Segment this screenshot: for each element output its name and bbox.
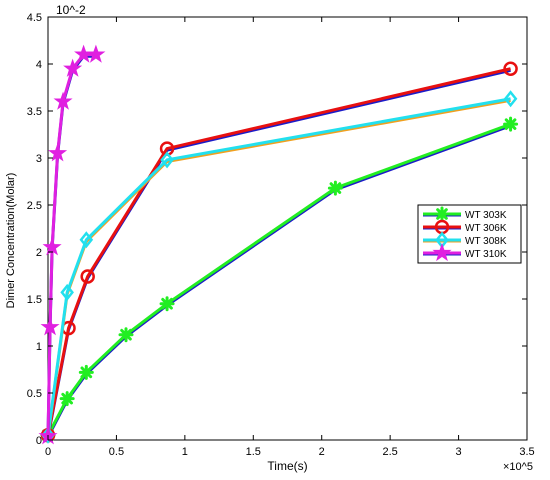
- data-point: [53, 91, 73, 110]
- legend-label: WT 306K: [465, 223, 507, 234]
- x-tick-label: 3: [456, 446, 462, 458]
- y-tick-label: 1.5: [27, 294, 42, 306]
- x-axis-label: Time(s): [267, 459, 307, 473]
- data-point: [59, 391, 75, 407]
- x-tick-label: 2.5: [382, 446, 397, 458]
- legend-label: WT 310K: [465, 249, 507, 260]
- x-tick-label: 3.5: [519, 446, 534, 458]
- data-point: [63, 58, 83, 77]
- data-point: [60, 283, 74, 301]
- data-point: [42, 237, 62, 256]
- series-layer: [38, 44, 519, 445]
- data-point: [503, 90, 518, 108]
- series-line: [46, 97, 511, 436]
- y-axis-label: Dimer Concentration(Molar): [5, 173, 17, 309]
- legend: WT 303K WT 306K WT 308K WT 310K: [417, 204, 522, 264]
- legend-marker: [432, 242, 452, 262]
- y-tick-label: 4: [36, 59, 42, 71]
- legend-entry: WT 310K: [423, 242, 507, 262]
- y-tick-label: 3.5: [27, 106, 42, 118]
- legend-label: WT 308K: [465, 236, 507, 247]
- x-tick-label: 1.5: [246, 446, 261, 458]
- x-tick-label: 2: [319, 446, 325, 458]
- y-axis-exponent: 10^-2: [56, 3, 86, 17]
- data-point: [86, 44, 106, 63]
- y-tick-label: 2.5: [27, 200, 42, 212]
- data-point: [503, 116, 519, 132]
- data-point: [160, 151, 174, 169]
- data-point: [327, 180, 343, 196]
- data-point: [118, 327, 134, 343]
- y-tick-label: 3: [36, 153, 42, 165]
- data-point: [159, 296, 175, 312]
- data-point: [78, 364, 94, 380]
- data-point: [80, 269, 95, 284]
- legend-marker: [434, 206, 450, 222]
- legend-entry: WT 306K: [423, 219, 507, 235]
- y-tick-label: 1: [36, 341, 42, 353]
- legend-entry: WT 303K: [423, 206, 507, 222]
- ticks-layer: 0 0.5 1 1.5 2 2.5 3 3.5 0 0.5 1 1.5 2 2.5 3 3.5 4 4.5: [27, 12, 535, 458]
- series-wt-308k: [41, 90, 518, 444]
- series-wt-310k: [38, 44, 106, 445]
- data-point: [40, 317, 60, 336]
- legend-label: WT 303K: [465, 210, 507, 221]
- series-line: [46, 67, 511, 436]
- x-axis-exponent: ×10^5: [503, 461, 533, 473]
- y-tick-label: 0.5: [27, 388, 42, 400]
- legend-entries: WT 303K WT 306K WT 308K WT 310K: [423, 206, 507, 262]
- x-tick-label: 0.5: [109, 446, 124, 458]
- y-tick-label: 0: [36, 435, 42, 447]
- data-point: [79, 231, 94, 249]
- data-point: [503, 61, 518, 76]
- y-tick-label: 2: [36, 247, 42, 259]
- data-point: [48, 143, 68, 162]
- y-tick-label: 4.5: [27, 12, 42, 24]
- x-tick-label: 0: [45, 446, 51, 458]
- x-tick-label: 1: [182, 446, 188, 458]
